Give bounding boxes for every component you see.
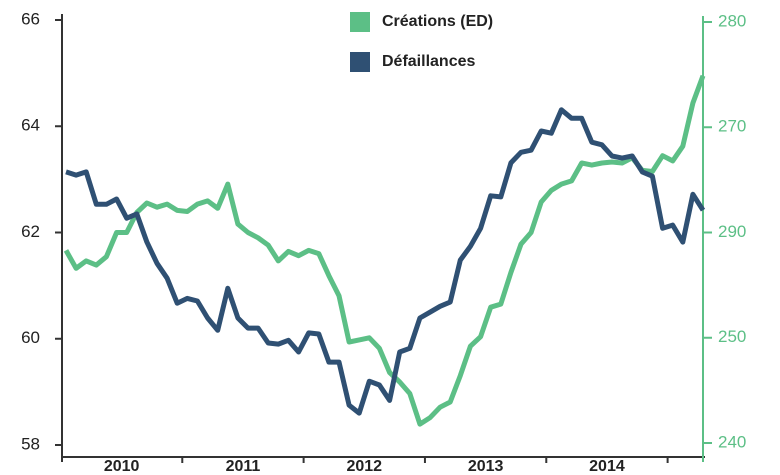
y-tick-label: 62 xyxy=(21,222,40,241)
y-tick-label: 66 xyxy=(21,9,40,28)
y2-tick-label: 240 xyxy=(718,432,746,451)
legend-label: Créations (ED) xyxy=(382,13,493,30)
legend-label: Défaillances xyxy=(382,53,475,70)
y-tick-label: 60 xyxy=(21,328,40,347)
x-tick-label: 2014 xyxy=(589,458,625,475)
legend-swatch xyxy=(350,52,370,72)
y-tick-label: 58 xyxy=(21,434,40,453)
x-tick-label: 2012 xyxy=(346,458,382,475)
legend-swatch xyxy=(350,12,370,32)
x-tick-label: 2013 xyxy=(468,458,504,475)
y2-tick-label: 270 xyxy=(718,117,746,136)
x-tick-label: 2011 xyxy=(226,458,261,475)
y2-tick-label: 280 xyxy=(718,11,746,30)
line-series xyxy=(63,74,706,427)
y2-tick-label: 250 xyxy=(718,327,746,346)
x-tick-label: 2010 xyxy=(104,458,140,475)
y-tick-label: 64 xyxy=(21,116,40,135)
y2-tick-label: 290 xyxy=(718,222,746,241)
line-series xyxy=(65,107,706,416)
